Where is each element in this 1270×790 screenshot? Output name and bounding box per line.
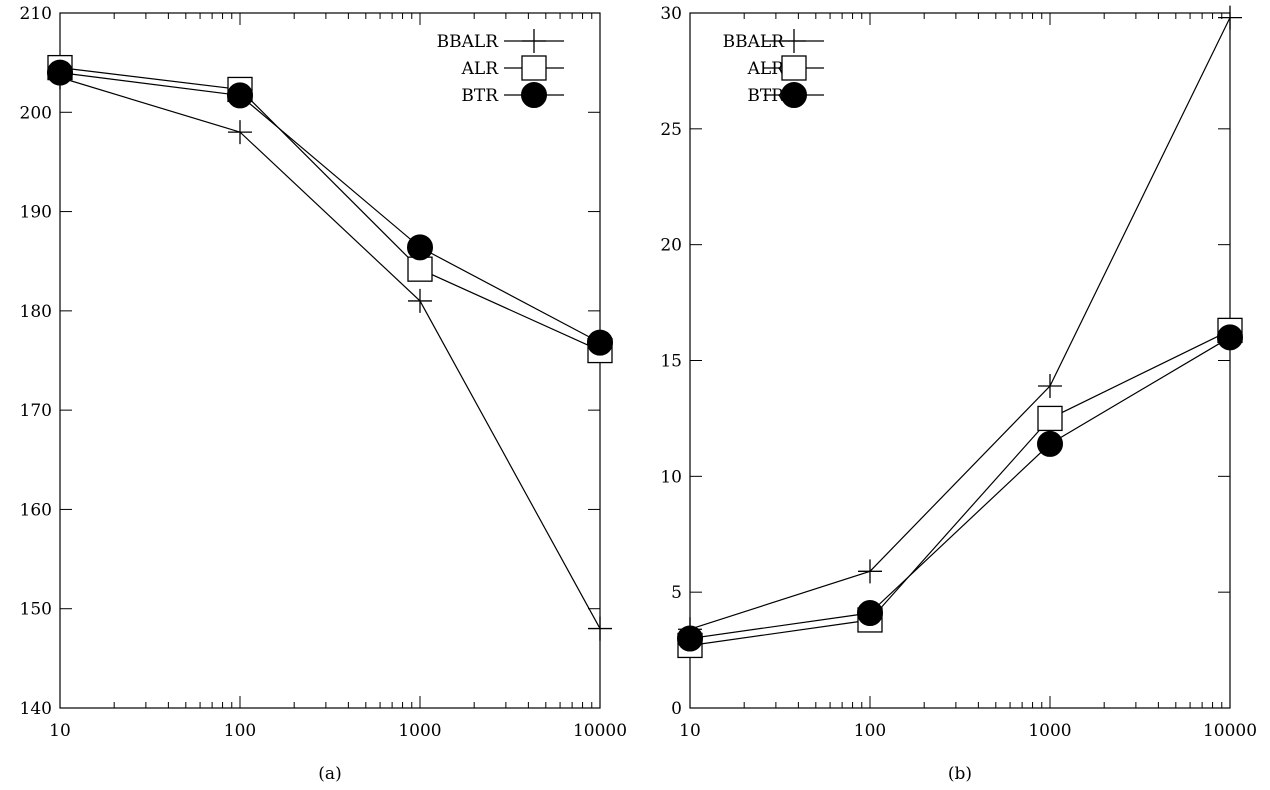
legend-label-alr: ALR — [747, 59, 786, 79]
x-tick-label: 100 — [854, 721, 886, 741]
data-point-alr — [407, 256, 433, 282]
data-point-btr — [677, 625, 703, 652]
data-point-bbalr — [228, 120, 252, 145]
x-tick-label: 10 — [49, 721, 71, 741]
data-point-bbalr — [858, 559, 882, 584]
data-point-btr — [407, 234, 433, 261]
x-tick-label: 1000 — [1028, 721, 1071, 741]
series-line-btr — [59, 72, 601, 344]
series-line-bbalr — [59, 76, 601, 629]
y-tick-label: 10 — [660, 467, 682, 487]
legend-marker-alr — [521, 55, 547, 81]
y-tick-label: 200 — [20, 103, 52, 123]
legend-marker-btr — [521, 82, 547, 108]
y-tick-label: 15 — [660, 352, 682, 372]
data-point-bbalr — [588, 616, 612, 641]
x-tick-label: 10000 — [1203, 721, 1257, 741]
series-line-alr — [59, 67, 601, 352]
x-tick-label: 100 — [224, 721, 256, 741]
legend-label-btr: BTR — [461, 86, 499, 106]
chart-panel-a: 140 150 160 170 180 190 200 210 10 100 1000 10000 (a… — [20, 4, 628, 784]
data-point-alr — [1037, 405, 1063, 432]
y-tick-label: 25 — [660, 120, 682, 140]
y-tick-label: 190 — [20, 203, 52, 223]
legend-marker-bbalr — [782, 29, 806, 53]
chart-panel-b: 0 5 10 15 20 25 30 10 100 1000 10000 (b) BBALR ALR BTR — [660, 4, 1257, 784]
data-point-btr — [1217, 324, 1243, 351]
y-tick-label: 150 — [20, 600, 52, 620]
y-tick-label: 170 — [20, 401, 52, 421]
y-tick-label: 140 — [20, 699, 52, 719]
y-tick-label: 160 — [20, 500, 52, 520]
legend-label-btr: BTR — [747, 86, 785, 106]
x-tick-label: 1000 — [398, 721, 441, 741]
legend-label-alr: ALR — [461, 59, 500, 79]
y-tick-label: 180 — [20, 302, 52, 322]
series-line-alr — [689, 329, 1231, 647]
data-point-btr — [47, 59, 73, 86]
y-tick-label: 0 — [671, 699, 682, 719]
legend-label-bbalr: BBALR — [723, 32, 786, 52]
series-line-bbalr — [689, 17, 1231, 630]
data-point-btr — [1037, 430, 1063, 457]
data-point-bbalr — [408, 288, 432, 313]
panel-caption: (a) — [318, 764, 341, 784]
legend-marker-btr — [781, 82, 807, 108]
plot-frame — [59, 12, 601, 709]
y-tick-label: 30 — [660, 4, 682, 24]
panel-caption: (b) — [948, 764, 972, 784]
y-tick-label: 5 — [671, 583, 682, 603]
data-point-btr — [857, 600, 883, 627]
data-point-bbalr — [1218, 5, 1242, 30]
legend-marker-bbalr — [522, 29, 546, 53]
y-tick-label: 210 — [20, 4, 52, 24]
y-tick-label: 20 — [660, 236, 682, 256]
data-point-btr — [227, 82, 253, 109]
data-point-bbalr — [1038, 373, 1062, 398]
legend-label-bbalr: BBALR — [437, 32, 500, 52]
series-line-btr — [689, 336, 1231, 640]
x-tick-label: 10000 — [573, 721, 627, 741]
data-point-btr — [587, 329, 613, 356]
x-tick-label: 10 — [679, 721, 701, 741]
legend-marker-alr — [781, 55, 807, 81]
